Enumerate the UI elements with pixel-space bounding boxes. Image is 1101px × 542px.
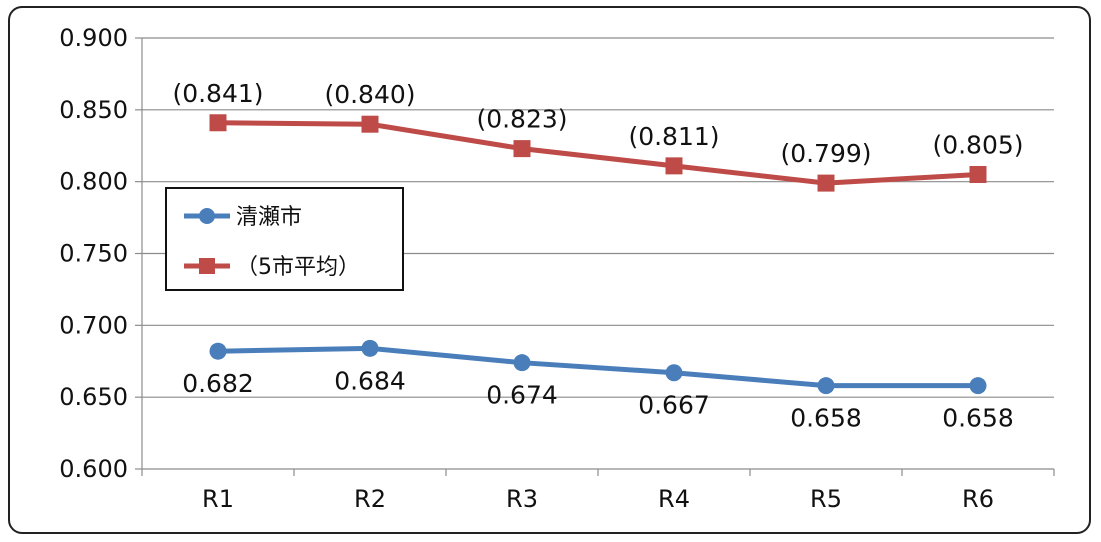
- data-label: (0.811): [628, 122, 719, 151]
- data-point: [361, 115, 379, 133]
- data-point: [817, 377, 835, 395]
- series-line: [217, 120, 979, 186]
- x-axis-tick-labels: R1 R2 R3 R4 R5 R6: [202, 485, 994, 513]
- x-tick-label: R4: [658, 485, 690, 513]
- data-label: 0.667: [638, 391, 710, 420]
- data-point: [513, 354, 531, 372]
- data-point: [665, 364, 683, 382]
- x-tick-label: R2: [354, 485, 386, 513]
- x-tick-label: R6: [962, 485, 994, 513]
- legend-item: 清瀬市: [184, 205, 302, 230]
- data-label: (0.823): [476, 105, 567, 134]
- axes: [135, 37, 1055, 476]
- y-tick-label: 0.800: [59, 168, 128, 196]
- x-tick-label: R3: [506, 485, 538, 513]
- data-label: (0.841): [172, 79, 263, 108]
- y-tick-label: 0.700: [59, 311, 128, 339]
- series-1: 0.682 0.684 0.674 0.667 0.658 0.658: [182, 339, 1014, 433]
- data-label: 0.684: [334, 366, 406, 395]
- legend-marker-circle: [199, 208, 215, 224]
- y-tick-label: 0.850: [59, 96, 128, 124]
- data-point: [969, 165, 987, 183]
- data-label: 0.674: [486, 381, 558, 410]
- data-point: [209, 342, 227, 360]
- x-tick-label: R1: [202, 485, 234, 513]
- legend: 清瀬市 （5市平均）: [165, 187, 404, 291]
- y-tick-label: 0.650: [59, 383, 128, 411]
- data-label: 0.682: [182, 369, 254, 398]
- data-point: [969, 377, 987, 395]
- data-label: 0.658: [790, 404, 862, 433]
- y-axis-tick-labels: 0.600 0.650 0.700 0.750 0.800 0.850 0.900: [59, 24, 128, 483]
- legend-marker-square: [199, 258, 215, 274]
- x-tick-label: R5: [810, 485, 842, 513]
- data-label: (0.805): [932, 130, 1023, 159]
- y-tick-label: 0.900: [59, 24, 128, 52]
- data-point: [361, 339, 379, 357]
- data-point: [665, 157, 683, 175]
- data-point: [209, 114, 227, 132]
- legend-label: （5市平均）: [236, 255, 360, 280]
- y-tick-label: 0.600: [59, 455, 128, 483]
- data-point: [513, 140, 531, 158]
- series-2: (0.841) (0.840) (0.823) (0.811) (0.799) (0.80…: [172, 79, 1024, 192]
- legend-label: 清瀬市: [236, 205, 302, 230]
- data-label: (0.799): [780, 139, 871, 168]
- y-tick-label: 0.750: [59, 240, 128, 268]
- data-point: [817, 174, 835, 192]
- series-line: [217, 345, 978, 389]
- legend-item: （5市平均）: [184, 255, 360, 280]
- data-label: 0.658: [942, 404, 1014, 433]
- series-layer: 0.682 0.684 0.674 0.667 0.658 0.658(0.841) (0.…: [172, 79, 1023, 433]
- data-label: (0.840): [324, 80, 415, 109]
